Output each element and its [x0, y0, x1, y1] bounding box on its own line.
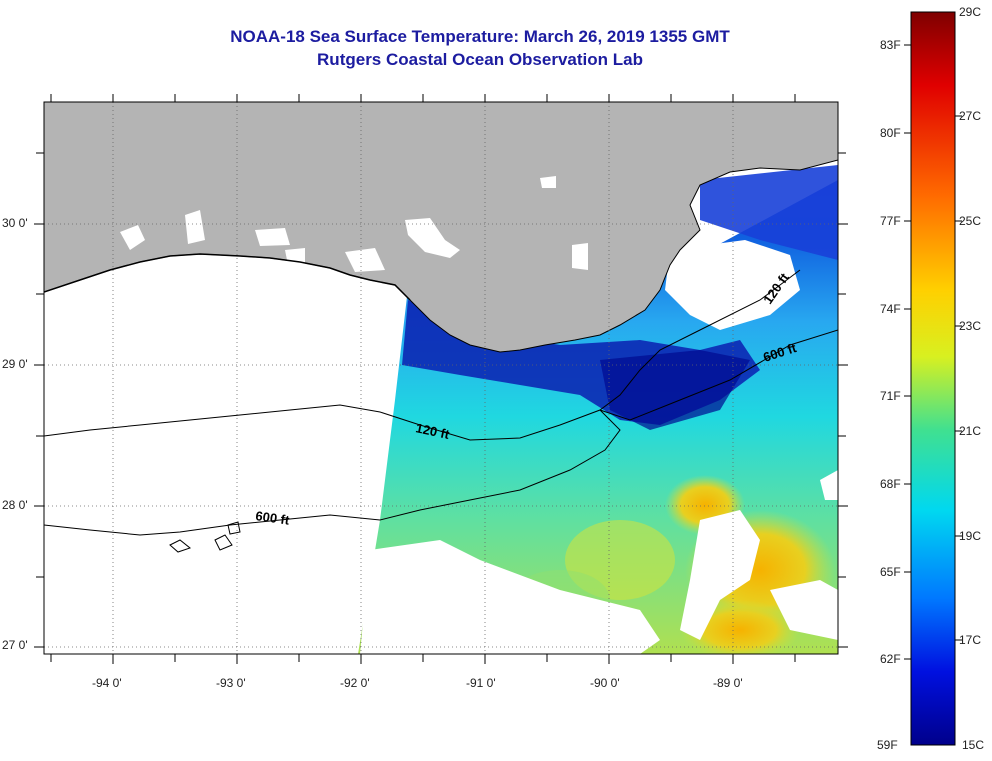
colorbar-fahrenheit-label: 77F [880, 214, 901, 228]
lat-label: 27 0' [2, 638, 28, 652]
isobath-120ft [44, 269, 801, 441]
colorbar-celsius-label: 21C [959, 424, 982, 438]
map-plot-area [44, 102, 838, 654]
contour-label-120ft-west: 120 ft [414, 420, 451, 442]
colorbar-celsius-label: 29C [959, 5, 982, 19]
colorbar-fahrenheit-label: 71F [880, 389, 901, 403]
colorbar-celsius-label: 23C [959, 319, 982, 333]
colorbar [910, 11, 956, 746]
colorbar-celsius-label: 17C [959, 633, 982, 647]
colorbar-fahrenheit-label: 68F [880, 477, 901, 491]
colorbar-celsius-label: 19C [959, 529, 982, 543]
colorbar-fahrenheit-label: 65F [880, 565, 901, 579]
graticule [44, 102, 838, 654]
contour-label-600ft-west: 600 ft [255, 508, 291, 528]
lon-label: -91 0' [466, 676, 496, 690]
axis-ticks [34, 94, 848, 664]
lon-label: -89 0' [713, 676, 743, 690]
isobaths [44, 269, 838, 553]
map-subtitle: Rutgers Coastal Ocean Observation Lab [317, 50, 643, 69]
lat-label: 30 0' [2, 216, 28, 230]
cloud-cover [360, 240, 838, 654]
lon-label: -92 0' [340, 676, 370, 690]
colorbar-ticks [904, 44, 962, 660]
colorbar-fahrenheit-label: 59F [877, 738, 898, 752]
map-title: NOAA-18 Sea Surface Temperature: March 2… [230, 27, 730, 46]
lat-label: 29 0' [2, 357, 28, 371]
lon-label: -93 0' [216, 676, 246, 690]
colorbar-fahrenheit-label: 74F [880, 302, 901, 316]
colorbar-celsius-label: 15C [962, 738, 985, 752]
colorbar-celsius-label: 27C [959, 109, 982, 123]
colorbar-celsius-label: 25C [959, 214, 982, 228]
map-frame [43, 101, 839, 655]
colorbar-fahrenheit-label: 83F [880, 38, 901, 52]
colorbar-fahrenheit-label: 62F [880, 652, 901, 666]
lon-label: -94 0' [92, 676, 122, 690]
lat-label: 28 0' [2, 498, 28, 512]
isobath-600ft [44, 329, 838, 536]
colorbar-fahrenheit-label: 80F [880, 126, 901, 140]
lon-label: -90 0' [590, 676, 620, 690]
